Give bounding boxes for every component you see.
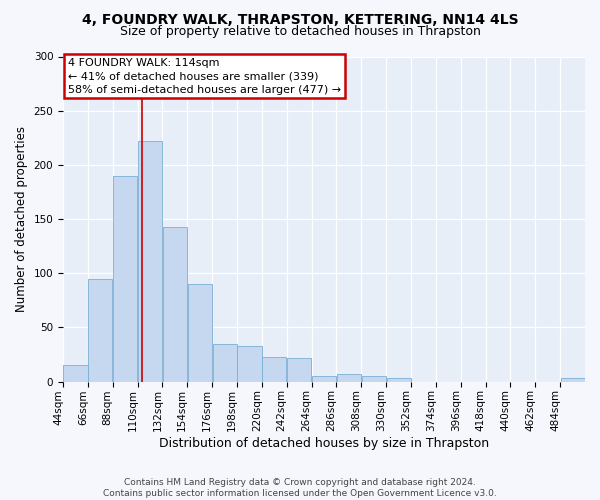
Y-axis label: Number of detached properties: Number of detached properties — [15, 126, 28, 312]
Bar — [212, 344, 236, 382]
Bar — [362, 376, 386, 382]
Bar — [312, 376, 336, 382]
Text: 4, FOUNDRY WALK, THRAPSTON, KETTERING, NN14 4LS: 4, FOUNDRY WALK, THRAPSTON, KETTERING, N… — [82, 12, 518, 26]
X-axis label: Distribution of detached houses by size in Thrapston: Distribution of detached houses by size … — [159, 437, 489, 450]
Bar — [386, 378, 410, 382]
Text: 4 FOUNDRY WALK: 114sqm
← 41% of detached houses are smaller (339)
58% of semi-de: 4 FOUNDRY WALK: 114sqm ← 41% of detached… — [68, 58, 341, 94]
Bar — [238, 346, 262, 382]
Bar — [188, 284, 212, 382]
Bar — [88, 278, 112, 382]
Bar — [287, 358, 311, 382]
Text: Contains HM Land Registry data © Crown copyright and database right 2024.
Contai: Contains HM Land Registry data © Crown c… — [103, 478, 497, 498]
Bar — [64, 366, 88, 382]
Bar — [138, 141, 162, 382]
Bar — [163, 226, 187, 382]
Bar — [337, 374, 361, 382]
Bar — [113, 176, 137, 382]
Text: Size of property relative to detached houses in Thrapston: Size of property relative to detached ho… — [119, 25, 481, 38]
Bar — [560, 378, 584, 382]
Bar — [262, 357, 286, 382]
